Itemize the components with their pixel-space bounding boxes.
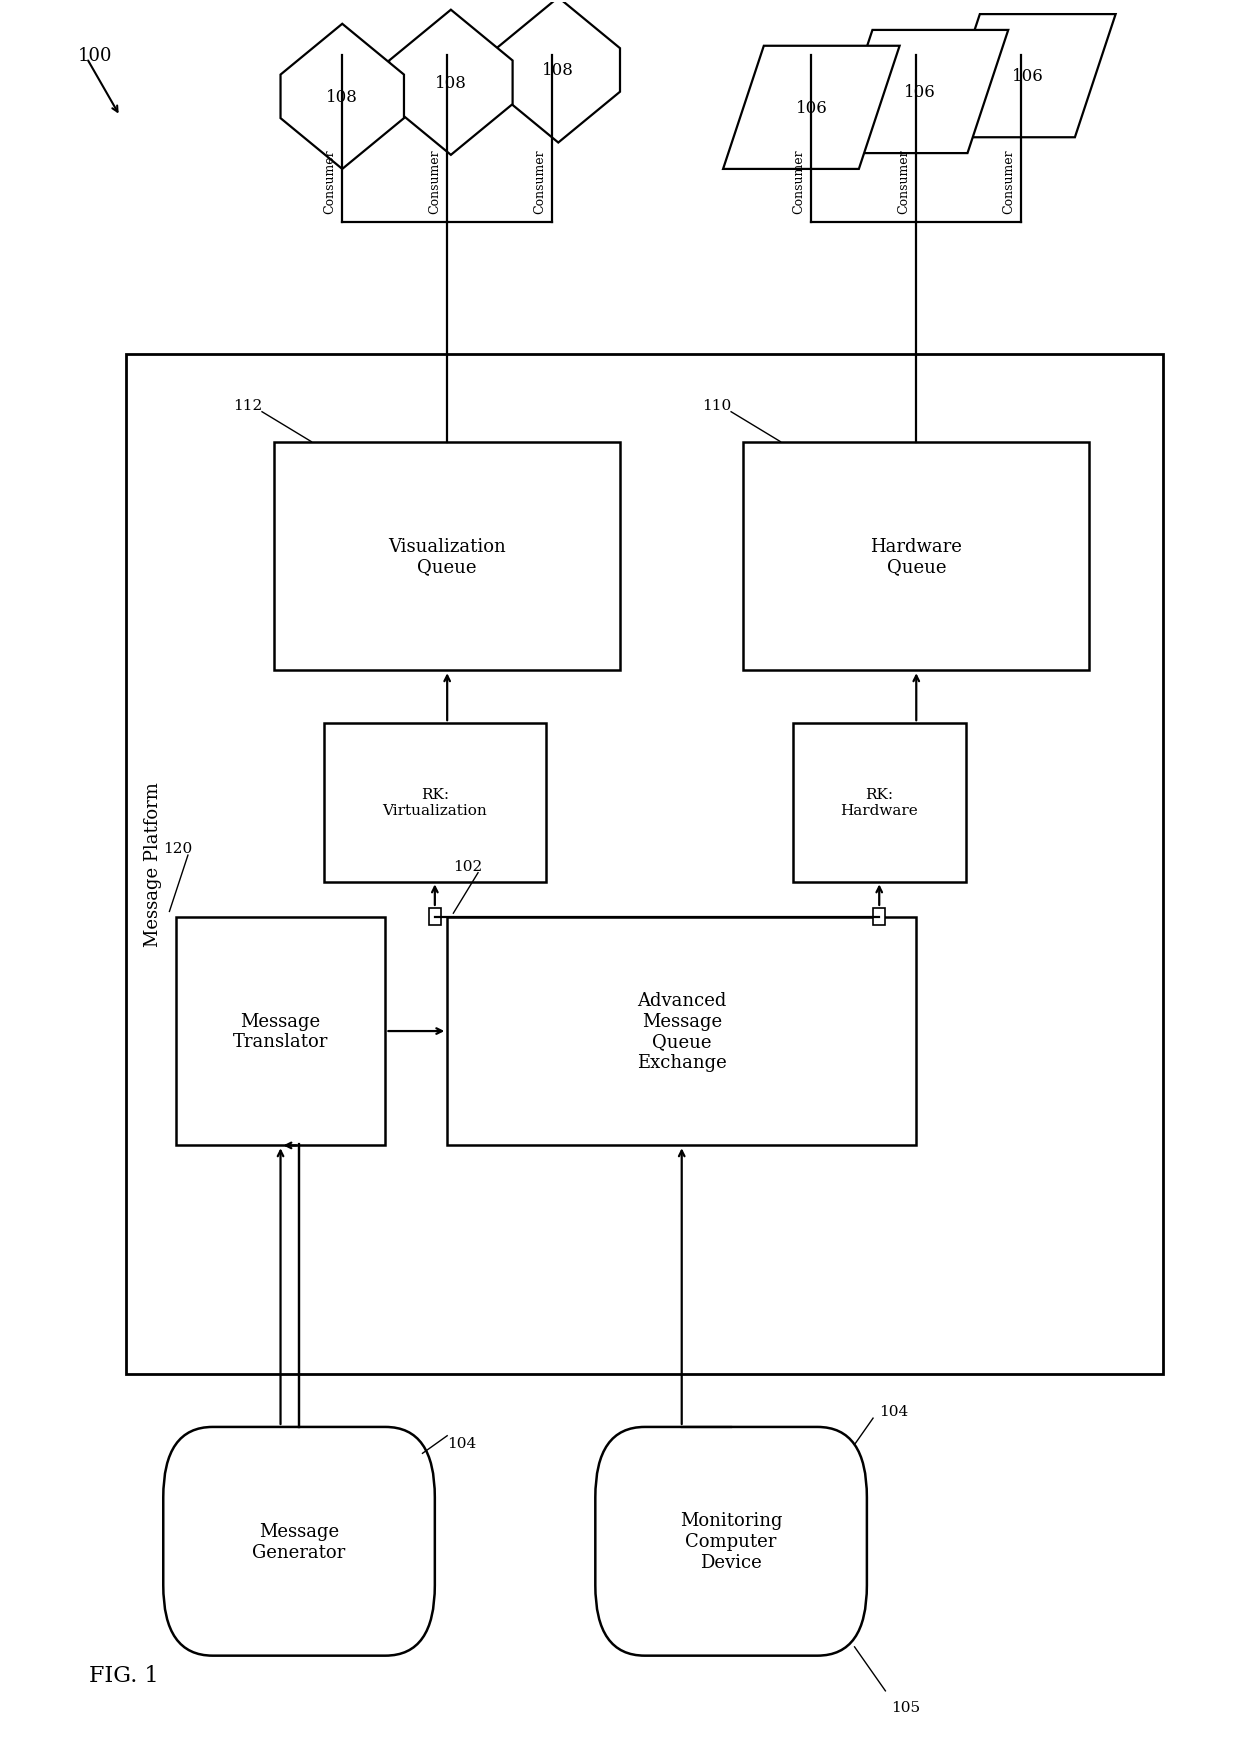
Text: 102: 102 <box>454 859 482 873</box>
Bar <box>792 723 966 882</box>
Text: RK:
Virtualization: RK: Virtualization <box>382 789 487 818</box>
Bar <box>429 908 441 926</box>
Text: 106: 106 <box>796 101 827 116</box>
Polygon shape <box>939 16 1116 138</box>
Text: Consumer: Consumer <box>533 150 546 213</box>
Text: Consumer: Consumer <box>428 150 441 213</box>
Text: FIG. 1: FIG. 1 <box>89 1663 159 1686</box>
Text: Message
Generator: Message Generator <box>253 1522 346 1561</box>
Text: Monitoring
Computer
Device: Monitoring Computer Device <box>680 1512 782 1572</box>
FancyBboxPatch shape <box>595 1427 867 1656</box>
Text: Hardware
Queue: Hardware Queue <box>870 538 962 577</box>
Bar <box>324 723 546 882</box>
Bar <box>126 355 1163 1374</box>
Text: Consumer: Consumer <box>792 150 805 213</box>
Text: Consumer: Consumer <box>897 150 910 213</box>
Bar <box>873 908 885 926</box>
Text: 106: 106 <box>1012 69 1043 85</box>
Text: 104: 104 <box>448 1436 476 1450</box>
Text: Consumer: Consumer <box>1002 150 1016 213</box>
Bar <box>176 917 386 1147</box>
Text: 104: 104 <box>879 1404 909 1418</box>
Text: Message
Translator: Message Translator <box>233 1013 329 1051</box>
Text: 108: 108 <box>542 62 574 79</box>
Text: 110: 110 <box>702 399 732 413</box>
Text: RK:
Hardware: RK: Hardware <box>841 789 918 818</box>
Polygon shape <box>723 46 899 169</box>
Text: 112: 112 <box>233 399 262 413</box>
Text: 108: 108 <box>326 88 358 106</box>
Text: 120: 120 <box>164 841 192 856</box>
Text: 100: 100 <box>78 46 113 65</box>
Bar <box>744 443 1089 670</box>
Polygon shape <box>280 25 404 169</box>
Text: Visualization
Queue: Visualization Queue <box>388 538 506 577</box>
Text: 108: 108 <box>435 74 466 92</box>
Text: Consumer: Consumer <box>324 150 336 213</box>
Polygon shape <box>832 32 1008 153</box>
Polygon shape <box>389 11 512 155</box>
Text: Message Platform: Message Platform <box>144 781 162 947</box>
Text: 105: 105 <box>892 1700 921 1713</box>
FancyBboxPatch shape <box>164 1427 435 1656</box>
Text: 106: 106 <box>904 85 936 101</box>
Text: Advanced
Message
Queue
Exchange: Advanced Message Queue Exchange <box>637 991 727 1073</box>
Bar <box>274 443 620 670</box>
Bar <box>448 917 916 1147</box>
Polygon shape <box>496 0 620 143</box>
